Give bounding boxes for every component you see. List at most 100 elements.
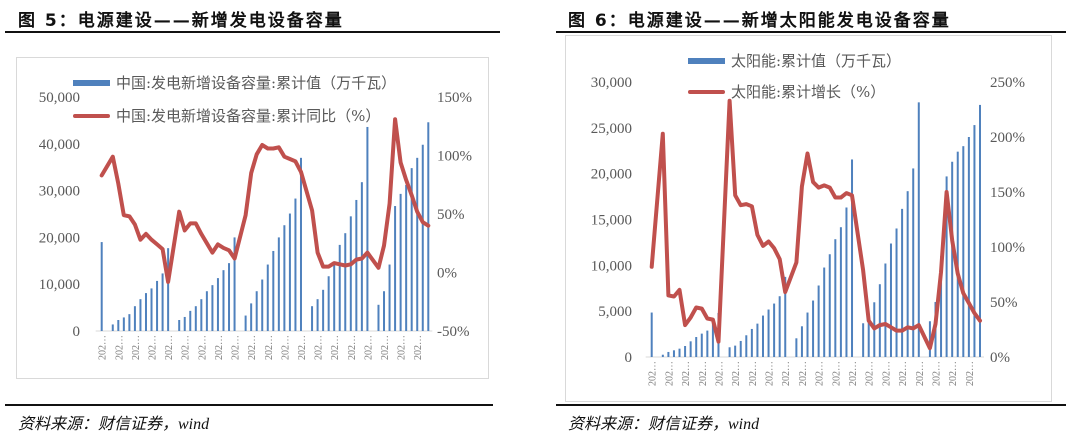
bar bbox=[228, 263, 231, 331]
bar bbox=[377, 304, 380, 331]
x-axis-tick-label: 202… bbox=[681, 361, 692, 386]
x-axis-tick-label: 202… bbox=[264, 335, 275, 360]
bar bbox=[244, 315, 247, 331]
left-axis-tick-label: 30,000 bbox=[39, 184, 80, 200]
bar bbox=[222, 270, 225, 331]
figure-6-title: 图 6：电源建设——新增太阳能发电设备容量 bbox=[568, 11, 951, 31]
x-axis-tick-label: 202… bbox=[815, 361, 826, 386]
bar bbox=[139, 299, 142, 331]
figure-5-source-rule bbox=[5, 404, 493, 406]
bar bbox=[117, 320, 120, 331]
bar bbox=[795, 338, 798, 357]
bar bbox=[211, 285, 214, 331]
bar bbox=[421, 144, 424, 331]
x-axis-tick-label: 202… bbox=[114, 335, 125, 360]
bar bbox=[128, 314, 131, 331]
right-axis-tick-label: 50% bbox=[437, 207, 465, 223]
bar bbox=[834, 239, 837, 357]
bar bbox=[812, 300, 815, 357]
bar bbox=[940, 256, 943, 357]
bar bbox=[967, 137, 970, 357]
x-axis-tick-label: 202… bbox=[831, 361, 842, 386]
bar bbox=[784, 276, 787, 357]
bar bbox=[672, 350, 675, 357]
bar bbox=[194, 306, 197, 331]
bar bbox=[839, 227, 842, 357]
left-axis-tick-label: 0 bbox=[73, 324, 81, 340]
x-axis-tick-label: 202… bbox=[413, 335, 424, 360]
x-axis-tick-label: 202… bbox=[98, 335, 109, 360]
right-axis-tick-label: 250% bbox=[990, 75, 1025, 91]
right-axis-tick-label: 0% bbox=[437, 266, 457, 282]
left-axis-tick-label: 10,000 bbox=[39, 277, 80, 293]
bar bbox=[327, 276, 330, 331]
x-axis-tick-label: 202… bbox=[397, 335, 408, 360]
bar bbox=[767, 309, 770, 357]
left-axis-tick-label: 25,000 bbox=[591, 121, 632, 137]
bar bbox=[100, 242, 103, 331]
bar bbox=[167, 248, 170, 331]
figure-5-source: 资料来源：财信证券，wind bbox=[18, 416, 210, 433]
figure-6-title-rule bbox=[556, 31, 1066, 33]
right-axis-tick-label: -50% bbox=[437, 324, 470, 340]
left-axis-tick-label: 0 bbox=[625, 350, 633, 366]
x-axis-tick-label: 202… bbox=[898, 361, 909, 386]
bar bbox=[277, 237, 280, 331]
figure-6-source-rule bbox=[556, 404, 1066, 406]
left-axis-tick-label: 40,000 bbox=[39, 137, 80, 153]
bar bbox=[773, 303, 776, 357]
figure-6-source: 资料来源：财信证券，wind bbox=[568, 416, 760, 433]
x-axis-tick-label: 202… bbox=[297, 335, 308, 360]
bar bbox=[761, 315, 764, 357]
x-axis-tick-label: 202… bbox=[314, 335, 325, 360]
bar bbox=[862, 323, 865, 357]
bar bbox=[216, 278, 219, 331]
bar bbox=[255, 291, 258, 331]
x-axis-tick-label: 202… bbox=[915, 361, 926, 386]
bar bbox=[678, 348, 681, 357]
x-axis-tick-label: 202… bbox=[131, 335, 142, 360]
bar bbox=[906, 191, 909, 357]
bar bbox=[338, 244, 341, 331]
x-axis-tick-label: 202… bbox=[380, 335, 391, 360]
bar bbox=[322, 289, 325, 331]
bar bbox=[272, 250, 275, 331]
bar bbox=[884, 263, 887, 357]
bar bbox=[233, 237, 236, 331]
bar bbox=[684, 346, 687, 357]
x-axis-tick-label: 202… bbox=[347, 335, 358, 360]
bar bbox=[806, 312, 809, 357]
bar bbox=[778, 296, 781, 357]
bar bbox=[399, 193, 402, 331]
x-axis-tick-label: 202… bbox=[931, 361, 942, 386]
left-axis-tick-label: 20,000 bbox=[39, 230, 80, 246]
bar bbox=[122, 317, 125, 331]
bar bbox=[349, 216, 352, 331]
bar bbox=[945, 176, 948, 357]
bar bbox=[189, 310, 192, 331]
x-axis-tick-label: 202… bbox=[363, 335, 374, 360]
bar bbox=[828, 254, 831, 357]
bar bbox=[901, 208, 904, 357]
legend-line-label: 太阳能:累计增长（%） bbox=[731, 83, 885, 101]
bar bbox=[355, 199, 358, 331]
bar bbox=[294, 198, 297, 331]
bar bbox=[979, 104, 981, 358]
left-axis-tick-label: 15,000 bbox=[591, 213, 632, 229]
right-axis-tick-label: 150% bbox=[437, 90, 472, 106]
x-axis-tick-label: 202… bbox=[231, 335, 242, 360]
bar bbox=[316, 299, 319, 331]
bar bbox=[388, 264, 391, 331]
bar bbox=[661, 354, 664, 357]
bar bbox=[739, 340, 742, 357]
x-axis-tick-label: 202… bbox=[881, 361, 892, 386]
bar bbox=[700, 333, 703, 357]
left-axis-tick-label: 5,000 bbox=[598, 304, 632, 320]
bar bbox=[895, 228, 898, 357]
bar bbox=[156, 280, 159, 331]
bar bbox=[845, 207, 848, 357]
bar bbox=[266, 264, 269, 331]
bar bbox=[178, 320, 181, 331]
bar bbox=[667, 351, 670, 357]
x-axis-tick-label: 202… bbox=[197, 335, 208, 360]
